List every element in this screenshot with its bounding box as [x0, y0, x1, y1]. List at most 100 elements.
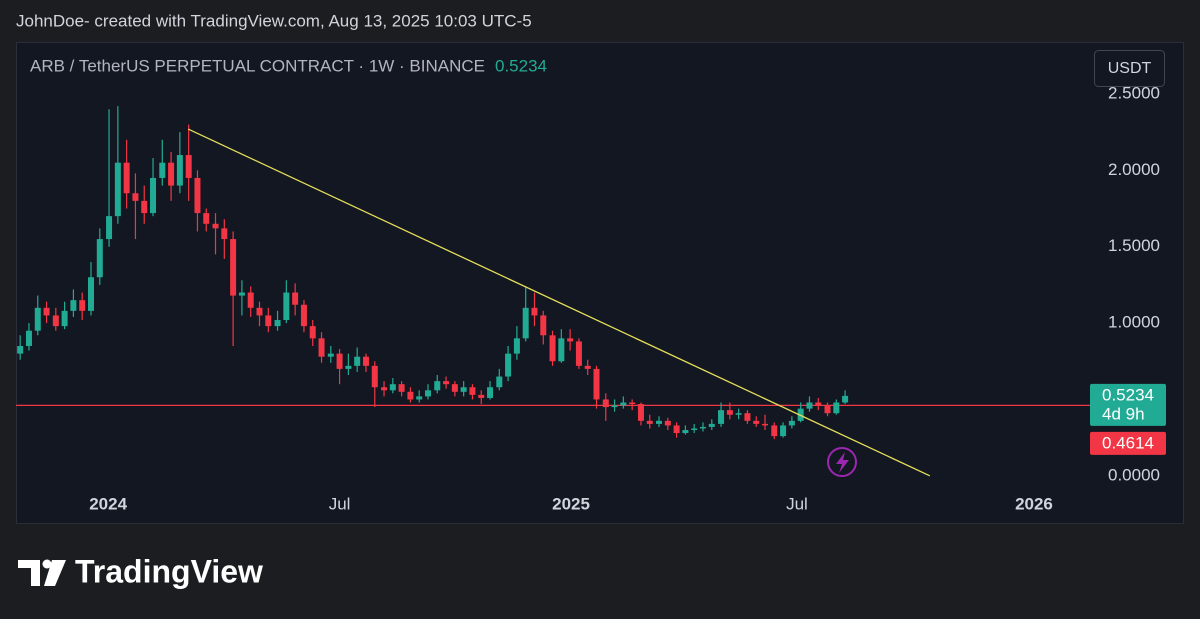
candle-body: [141, 200, 148, 214]
candle-body: [558, 338, 565, 362]
last-price-label: 0.5234: [1102, 385, 1154, 404]
candle-body: [106, 216, 113, 240]
candle-body: [824, 405, 831, 414]
candle-body: [762, 423, 769, 426]
watermark-text: TradingView: [75, 553, 263, 589]
candle-body: [25, 330, 32, 346]
candle-body: [584, 365, 591, 369]
candle-body: [575, 341, 582, 366]
candle-body: [425, 390, 432, 397]
candle-body: [664, 420, 671, 426]
candle-body: [531, 307, 538, 316]
x-tick-label: Jul: [329, 494, 351, 513]
candle-body: [460, 387, 467, 392]
candle-body: [318, 338, 325, 357]
candle-body: [159, 162, 166, 178]
candle-body: [780, 425, 787, 437]
price-line-box: [1090, 431, 1166, 455]
candle-body: [283, 292, 290, 321]
candle-body: [735, 413, 742, 415]
candle-body: [699, 426, 706, 429]
candle-body: [61, 310, 68, 327]
candle-body: [292, 292, 299, 305]
candle-body: [522, 307, 529, 339]
x-tick-label: 2026: [1015, 494, 1053, 513]
candle-body: [327, 353, 334, 357]
currency-button[interactable]: [1094, 50, 1165, 87]
countdown-label: 4d 9h: [1102, 404, 1145, 423]
candle-body: [17, 345, 24, 354]
candle-body: [256, 307, 263, 316]
candle-body: [212, 223, 219, 229]
candle-body: [443, 381, 450, 385]
candle-body: [726, 410, 733, 415]
y-tick-label: 0.0000: [1108, 465, 1160, 484]
candle-body: [434, 381, 441, 391]
candle-body: [371, 365, 378, 388]
y-tick-label: 1.0000: [1108, 313, 1160, 332]
attribution: JohnDoe- created with TradingView.com, A…: [16, 11, 532, 30]
candle-body: [708, 423, 715, 427]
chart-panel: [16, 42, 1184, 524]
candle-body: [389, 384, 396, 391]
candle-body: [52, 315, 59, 327]
candle-body: [496, 376, 503, 388]
candle-body: [168, 162, 175, 186]
watermark: TradingView: [18, 553, 263, 589]
candle-body: [79, 300, 86, 311]
candle-body: [602, 399, 609, 408]
header-price: 0.5234: [495, 56, 547, 75]
candle-body: [513, 338, 520, 354]
candle-body: [416, 396, 423, 400]
candle-body: [96, 239, 103, 278]
candle-body: [637, 404, 644, 421]
candle-body: [203, 213, 210, 224]
candle-body: [567, 338, 574, 342]
candle-body: [620, 402, 627, 406]
candle-body: [593, 368, 600, 400]
logo-mark: [18, 560, 40, 586]
candle-body: [132, 193, 139, 201]
candle-body: [744, 413, 751, 421]
candle-body: [274, 320, 281, 327]
logo-slash: [44, 560, 66, 586]
candle-body: [176, 155, 183, 186]
price-line-label: 0.4614: [1102, 433, 1154, 452]
alert-icon[interactable]: [827, 447, 857, 477]
y-tick-label: 2.0000: [1108, 160, 1160, 179]
candle-body: [673, 425, 680, 434]
alert-bolt[interactable]: [836, 452, 849, 473]
last-price-box: [1090, 383, 1166, 426]
currency-label[interactable]: USDT: [1108, 60, 1152, 77]
candle-body: [398, 384, 405, 392]
candle-body: [221, 228, 228, 240]
candle-body: [407, 391, 414, 400]
candle-body: [682, 430, 689, 434]
alert-circle[interactable]: [827, 447, 857, 477]
candle-body: [300, 304, 307, 327]
candle-body: [381, 387, 388, 391]
candle-body: [549, 335, 556, 362]
y-tick-label: 1.5000: [1108, 236, 1160, 255]
candle-body: [815, 402, 822, 406]
candle-body: [842, 395, 849, 403]
candle-body: [238, 292, 245, 296]
candle-body: [309, 326, 316, 339]
y-tick-label: 2.5000: [1108, 83, 1160, 102]
candle-body: [833, 402, 840, 414]
candle-body: [487, 387, 494, 398]
candle-body: [505, 353, 512, 377]
candle-body: [43, 307, 50, 316]
candle-body: [185, 155, 192, 178]
candle-body: [788, 420, 795, 426]
candle-body: [150, 177, 157, 214]
candle-body: [362, 356, 369, 366]
candle-body: [87, 277, 94, 311]
candle-body: [34, 307, 41, 331]
candle-body: [114, 162, 121, 217]
symbol-title: ARB / TetherUS PERPETUAL CONTRACT · 1W ·…: [30, 56, 485, 75]
trendline: [187, 128, 931, 477]
candle-body: [656, 420, 663, 424]
candle-body: [753, 420, 760, 424]
